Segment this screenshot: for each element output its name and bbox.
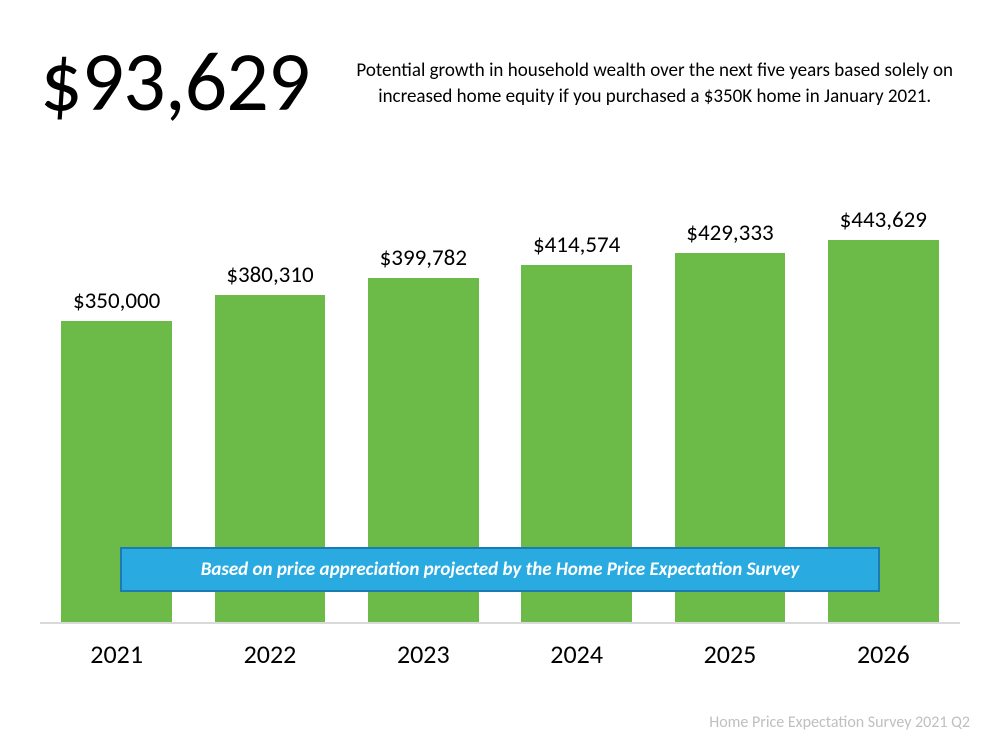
x-axis-label: 2026 [807, 638, 960, 670]
bar-value-label: $399,782 [380, 244, 467, 272]
x-axis-label: 2024 [500, 638, 653, 670]
headline-description: Potential growth in household wealth ove… [339, 40, 970, 109]
bar-value-label: $414,574 [533, 231, 620, 259]
source-attribution: Home Price Expectation Survey 2021 Q2 [709, 713, 970, 732]
bar-value-label: $380,310 [226, 261, 313, 289]
x-axis: 2021 2022 2023 2024 2025 2026 [40, 638, 960, 670]
bar-value-label: $443,629 [840, 206, 927, 234]
x-axis-label: 2022 [193, 638, 346, 670]
bar-value-label: $350,000 [73, 287, 160, 315]
header: $93,629 Potential growth in household we… [30, 40, 970, 124]
x-axis-label: 2023 [347, 638, 500, 670]
headline-figure: $93,629 [40, 40, 309, 124]
infographic-container: $93,629 Potential growth in household we… [0, 0, 1000, 750]
x-axis-label: 2025 [653, 638, 806, 670]
chart-banner: Based on price appreciation projected by… [120, 547, 880, 592]
bar-value-label: $429,333 [686, 219, 773, 247]
bar-chart: $350,000 $380,310 $399,782 $414,574 $429… [40, 154, 960, 624]
x-axis-label: 2021 [40, 638, 193, 670]
